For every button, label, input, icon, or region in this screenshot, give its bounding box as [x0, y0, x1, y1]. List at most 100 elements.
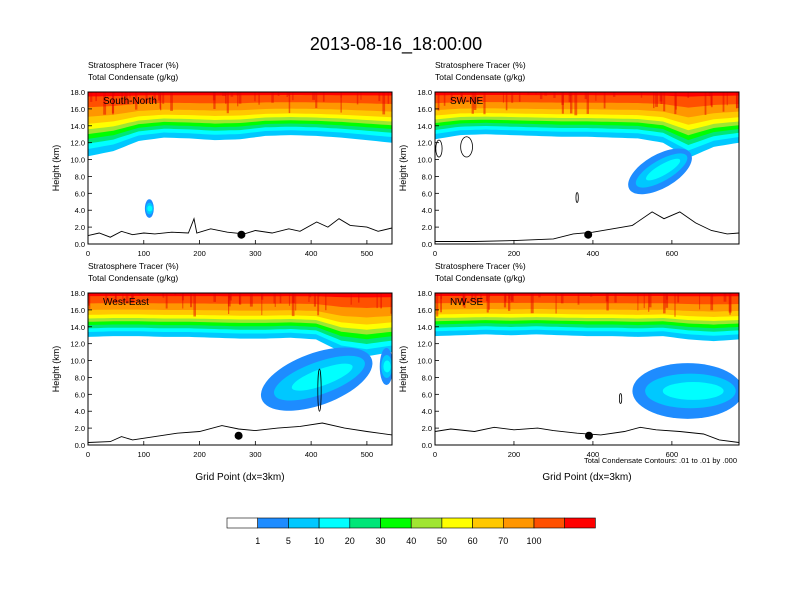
x-tick-label: 0: [86, 249, 90, 258]
tracer-streak: [527, 92, 530, 95]
tracer-streak: [279, 293, 282, 304]
tracer-streak: [213, 92, 216, 109]
x-tick-label: 400: [305, 249, 318, 258]
tracer-streak: [236, 92, 239, 96]
x-tick-label: 0: [433, 249, 437, 258]
panel-subtitle-condensate: Total Condensate (g/kg): [435, 72, 525, 82]
tracer-streak: [480, 293, 482, 303]
tracer-streak: [674, 293, 676, 317]
tracer-streak: [660, 92, 663, 104]
colorbar: 1 5 10 20 30 40 50 60 70 100: [226, 517, 596, 546]
tracer-streak: [663, 293, 666, 314]
y-tick-label: 2.0: [422, 424, 432, 433]
tracer-streak: [574, 92, 578, 116]
panel-subtitle-tracer: Stratosphere Tracer (%): [435, 261, 526, 271]
tracer-streak: [595, 92, 597, 101]
y-tick-label: 12.0: [417, 139, 432, 148]
tracer-streak: [226, 92, 229, 114]
plot-frame: [434, 91, 740, 245]
tracer-streak: [505, 92, 508, 111]
terrain-line: [435, 211, 739, 242]
tracer-streak: [227, 293, 231, 307]
tracer-streak: [193, 293, 196, 317]
blob-core: [291, 363, 353, 391]
panel-subtitle-condensate: Total Condensate (g/kg): [435, 273, 525, 283]
tracer-streak: [560, 293, 564, 304]
y-tick-label: 8.0: [75, 172, 85, 181]
tracer-streak: [643, 293, 645, 309]
tracer-streak: [274, 293, 276, 307]
y-tick-label: 0.0: [422, 441, 432, 450]
tracer-streak: [122, 293, 124, 303]
plot-frame: [87, 292, 393, 446]
tracer-streak: [286, 92, 288, 97]
tracer-streak: [380, 293, 382, 309]
x-tick-label: 200: [508, 249, 521, 258]
tracer-streak: [318, 293, 320, 297]
tracer-streak: [312, 92, 315, 100]
tracer-streak: [687, 92, 690, 98]
tracer-streak: [124, 92, 128, 104]
y-tick-label: 6.0: [422, 189, 432, 198]
panel-subtitle-tracer: Stratosphere Tracer (%): [435, 60, 526, 70]
panel-label: South-North: [103, 96, 157, 107]
plot-area: [88, 293, 392, 443]
tracer-streak: [254, 92, 256, 102]
tracer-streak: [440, 293, 442, 313]
panel-nw-se: 0.0 2.0 4.0 6.0 8.0 10.0 12.0 14.0 16.0 18.0 0 200 4…: [398, 261, 740, 483]
tracer-streak: [508, 293, 510, 299]
y-tick-label: 12.0: [417, 340, 432, 349]
tracer-streak: [105, 293, 108, 301]
tracer-streak: [736, 92, 738, 109]
panel-subtitle-condensate: Total Condensate (g/kg): [88, 72, 178, 82]
tracer-streak: [471, 92, 474, 114]
tracer-streak: [708, 92, 711, 97]
colorbar-cell: [441, 517, 473, 529]
tracer-streak: [292, 293, 295, 303]
colorbar-cell: [349, 517, 381, 529]
y-tick-label: 2.0: [75, 424, 85, 433]
y-tick-label: 4.0: [75, 206, 85, 215]
colorbar-cell: [410, 517, 443, 529]
condensate-blob: [260, 347, 373, 411]
tracer-streak: [125, 293, 129, 304]
tracer-streak: [663, 92, 666, 112]
y-tick-label: 10.0: [70, 357, 85, 366]
tracer-streak: [538, 293, 541, 298]
tracer-streak: [568, 92, 571, 103]
blob-core: [645, 158, 681, 181]
tracer-streak: [666, 293, 668, 300]
tracer-streak: [436, 293, 439, 317]
tracer-streak: [605, 293, 609, 302]
tracer-streak: [463, 293, 466, 308]
tracer-streak: [249, 293, 253, 307]
panel-subtitle-condensate: Total Condensate (g/kg): [88, 273, 178, 283]
x-tick-label: 200: [193, 450, 206, 459]
tracer-streak: [726, 92, 728, 106]
tracer-streak: [317, 293, 320, 316]
plot-area: [435, 293, 739, 443]
tracer-streak: [112, 92, 114, 115]
condensate-blob: [379, 347, 392, 386]
contour-footnote: Total Condensate Contours: .01 to .01 by…: [584, 456, 737, 465]
tracer-streak: [535, 92, 537, 95]
tracer-streak: [315, 92, 318, 109]
tracer-streak: [138, 293, 142, 296]
x-tick-label: 500: [361, 450, 374, 459]
tracer-streak: [503, 293, 507, 308]
y-tick-label: 18.0: [70, 289, 85, 298]
colorbar-cell: [472, 517, 504, 529]
tracer-streak: [145, 92, 148, 104]
tracer-streak: [577, 293, 580, 305]
tracer-streak: [358, 293, 360, 303]
y-tick-label: 4.0: [422, 206, 432, 215]
tracer-streak: [153, 92, 156, 103]
terrain-line: [88, 217, 392, 238]
y-tick-label: 4.0: [422, 407, 432, 416]
y-tick-label: 6.0: [75, 390, 85, 399]
tracer-streak: [292, 92, 294, 101]
tracer-streak: [544, 92, 548, 96]
tracer-streak: [160, 92, 162, 111]
panel-south-north: 0.0 2.0 4.0 6.0 8.0 10.0 12.0 14.0 16.0 18.0 0 100 2…: [51, 60, 393, 258]
